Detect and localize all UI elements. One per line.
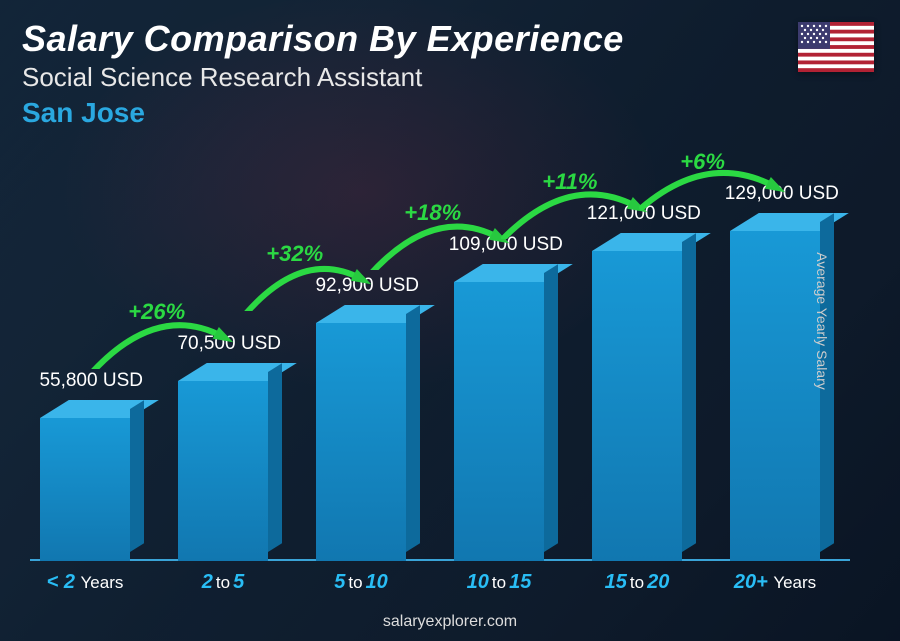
bar-side [268,363,282,552]
bar-category-label: 5to10 [334,571,388,594]
bar-side [130,401,144,552]
page-subtitle: Social Science Research Assistant [22,62,624,93]
bar: 109,000 USD10to15 [454,282,544,561]
bar-value-label: 55,800 USD [39,370,143,392]
bar-category-label: 2to5 [202,571,244,594]
salary-bar-chart: 55,800 USD< 2 Years70,500 USD2to5+26%92,… [30,160,850,597]
footer-attribution: salaryexplorer.com [0,613,900,631]
bar-front [40,418,130,561]
growth-pct-label: +6% [680,149,725,175]
growth-pct-label: +32% [266,241,323,267]
bar-front [316,323,406,561]
page-title: Salary Comparison By Experience [22,18,624,60]
bar-category-label: < 2 Years [47,571,124,594]
bar: 55,800 USD< 2 Years [40,418,130,561]
header: Salary Comparison By Experience Social S… [22,18,624,129]
bar-side [682,234,696,552]
bar: 92,900 USD5to10 [316,323,406,561]
bar: 129,000 USD20+ Years [730,231,820,561]
chart-baseline [30,559,850,561]
bar-side [544,264,558,552]
bar-category-label: 10to15 [467,571,532,594]
growth-pct-label: +26% [128,299,185,325]
bar-front [592,251,682,561]
bar: 70,500 USD2to5 [178,381,268,561]
bar: 121,000 USD15to20 [592,251,682,561]
y-axis-label: Average Yearly Salary [813,252,829,390]
growth-pct-label: +18% [404,200,461,226]
bar-side [406,306,420,552]
growth-pct-label: +11% [542,169,597,195]
location-label: San Jose [22,97,624,129]
bar-front [178,381,268,561]
bar-category-label: 20+ Years [734,571,816,594]
us-flag-icon [798,22,874,72]
bar-front [730,231,820,561]
bar-front [454,282,544,561]
bar-category-label: 15to20 [605,571,670,594]
